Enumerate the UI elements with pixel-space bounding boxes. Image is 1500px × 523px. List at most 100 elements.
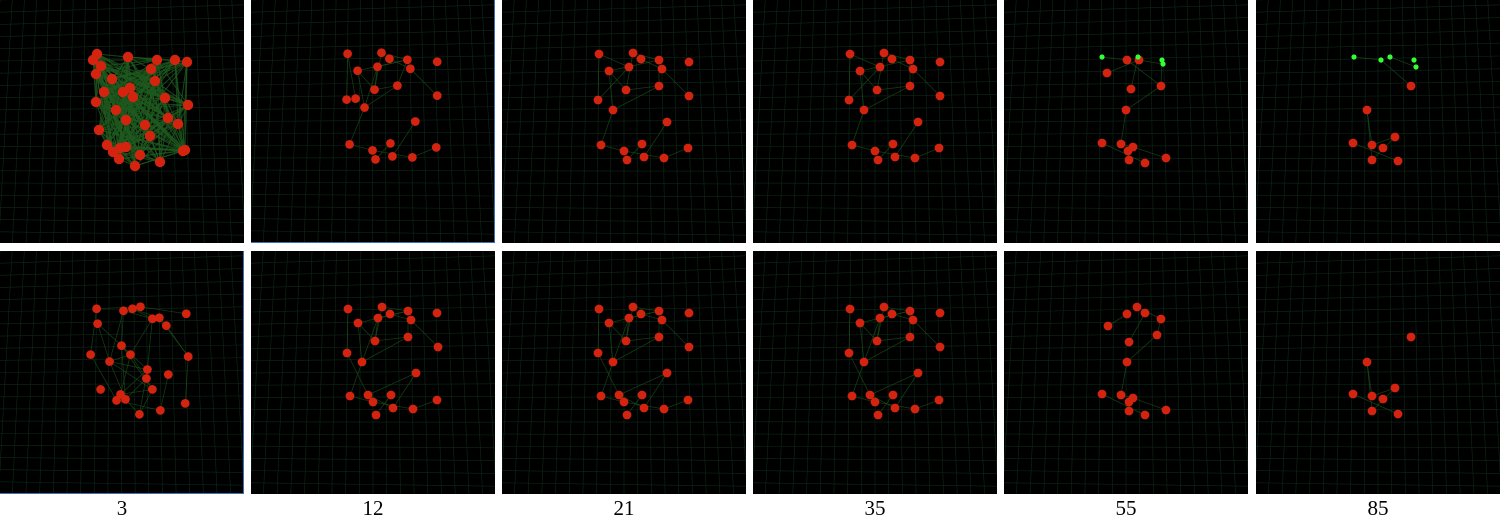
edge	[876, 336, 911, 342]
edge	[1366, 361, 1373, 412]
red-sphere	[596, 391, 606, 401]
red-sphere	[593, 95, 603, 105]
edge	[600, 361, 614, 397]
edge	[115, 109, 169, 119]
edge	[618, 394, 645, 409]
red-sphere	[126, 350, 135, 359]
edge	[367, 394, 394, 409]
red-sphere	[169, 54, 181, 66]
red-sphere	[654, 55, 664, 65]
red-sphere	[432, 395, 442, 405]
edge	[625, 306, 634, 342]
grid-lines	[251, 0, 494, 242]
edge	[361, 317, 379, 363]
red-sphere	[98, 86, 110, 98]
frame-label: 12	[362, 496, 384, 520]
edge	[174, 59, 186, 151]
grid-lines	[1004, 251, 1248, 494]
green-sphere	[1387, 54, 1393, 60]
red-sphere	[844, 95, 854, 105]
red-sphere	[628, 302, 638, 312]
grid-lines	[502, 0, 746, 243]
red-sphere	[844, 348, 854, 358]
red-sphere	[1378, 143, 1388, 153]
edge	[1101, 393, 1146, 416]
red-sphere	[1367, 140, 1377, 150]
edge	[598, 53, 630, 68]
red-sphere	[1367, 391, 1377, 401]
red-sphere	[873, 410, 883, 420]
red-sphere	[128, 304, 137, 314]
frame-panel-bottom-85	[1256, 251, 1500, 494]
edge	[120, 369, 148, 395]
red-sphere	[847, 140, 857, 150]
edge	[851, 109, 865, 146]
red-sphere	[859, 105, 869, 115]
green-sphere	[1099, 54, 1105, 60]
edge	[129, 87, 166, 99]
edge	[127, 56, 176, 61]
red-sphere	[368, 145, 377, 155]
edge	[154, 80, 189, 106]
edge	[364, 85, 398, 108]
edge	[1126, 59, 1162, 87]
red-sphere	[1362, 357, 1372, 367]
red-sphere	[342, 95, 351, 104]
red-sphere	[179, 144, 191, 156]
edge	[869, 394, 896, 409]
edge	[863, 336, 911, 363]
red-sphere	[872, 336, 882, 346]
frame-panel-bottom-35	[753, 251, 997, 494]
red-sphere	[1161, 153, 1171, 163]
edge	[174, 59, 179, 125]
red-sphere	[161, 321, 171, 331]
grid-lines	[1256, 251, 1500, 494]
red-sphere	[935, 342, 945, 352]
edge	[1132, 146, 1167, 159]
red-sphere	[1124, 155, 1134, 165]
edge	[1352, 142, 1399, 162]
edge	[125, 378, 147, 400]
red-sphere	[93, 124, 105, 136]
red-sphere	[180, 398, 190, 408]
edge	[912, 319, 941, 348]
red-sphere	[403, 306, 413, 316]
red-sphere	[142, 374, 151, 383]
edge	[97, 323, 122, 346]
edge	[109, 361, 148, 370]
red-sphere	[1103, 321, 1113, 331]
edge	[410, 319, 439, 348]
edge	[392, 372, 417, 409]
grid-lines	[0, 251, 243, 493]
red-sphere	[905, 306, 915, 316]
edge	[146, 318, 153, 370]
edge	[1353, 56, 1382, 61]
frame-panel-top-35	[753, 0, 997, 243]
red-sphere	[155, 405, 165, 415]
red-sphere	[149, 75, 161, 87]
red-sphere	[639, 152, 649, 162]
point-cloud-render	[1256, 0, 1500, 243]
red-sphere	[1393, 156, 1403, 166]
frame-panel-bottom-55	[1004, 251, 1248, 494]
red-sphere	[162, 112, 174, 124]
grid-lines	[251, 251, 495, 494]
red-sphere	[855, 66, 865, 76]
grid-lines	[753, 251, 997, 494]
edge	[1125, 85, 1162, 111]
frame-label: 85	[1367, 496, 1389, 520]
edge	[1101, 142, 1146, 164]
edge	[374, 306, 383, 342]
red-sphere	[405, 64, 415, 74]
edge	[851, 361, 865, 397]
edge	[600, 109, 614, 146]
red-sphere	[410, 117, 420, 126]
red-sphere	[637, 390, 647, 400]
red-sphere	[1390, 383, 1400, 393]
red-sphere	[1393, 409, 1403, 419]
red-sphere	[106, 73, 118, 85]
grid-lines	[1004, 0, 1248, 243]
edge	[1132, 397, 1167, 411]
red-sphere	[345, 140, 354, 149]
red-sphere	[935, 91, 945, 101]
